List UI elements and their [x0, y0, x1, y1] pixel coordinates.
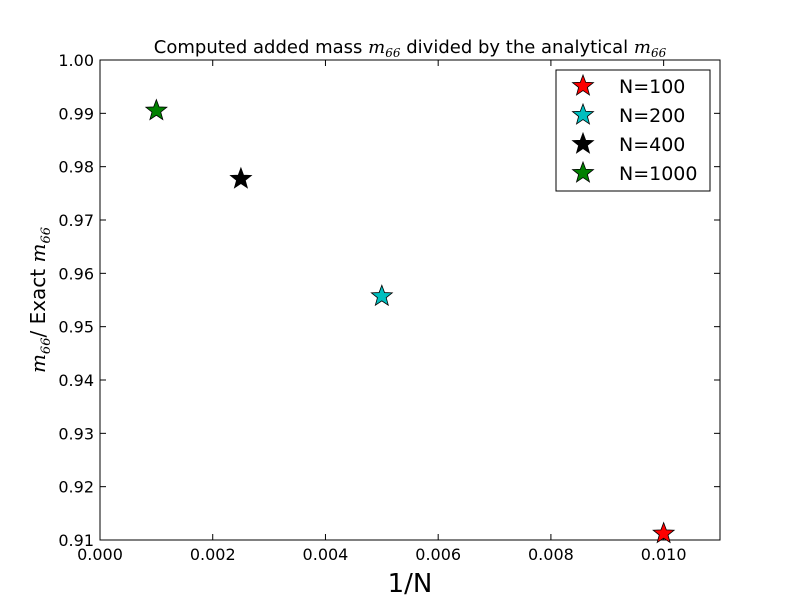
- data-point-n-100: [652, 521, 676, 544]
- legend-marker: [571, 131, 595, 154]
- y-tick-label: 0.95: [58, 318, 94, 337]
- data-points: [144, 98, 676, 544]
- y-tick-label: 0.98: [58, 158, 94, 177]
- y-tick-label: 0.91: [58, 531, 94, 550]
- x-tick-label: 0.010: [641, 545, 687, 564]
- data-point-n-1000: [144, 98, 168, 121]
- x-axis-label: 1/N: [388, 569, 433, 599]
- legend: N=100 N=200 N=400 N=1000: [555, 69, 711, 192]
- legend-label: N=200: [619, 105, 685, 127]
- chart-title: Computed added mass m66 divided by the a…: [154, 37, 667, 60]
- y-tick-label: 0.94: [58, 371, 94, 390]
- legend-marker: [571, 102, 595, 125]
- legend-marker: [571, 73, 595, 96]
- legend-label: N=400: [619, 134, 685, 156]
- x-tick-label: 0.006: [415, 545, 461, 564]
- data-point-n-200: [370, 284, 394, 307]
- x-tick-label: 0.000: [77, 545, 123, 564]
- y-axis-label: m66/ Exact m66: [26, 227, 54, 373]
- legend-marker: [571, 160, 595, 183]
- y-tick-label: 0.97: [58, 211, 94, 230]
- x-tick-label: 0.004: [303, 545, 349, 564]
- y-tick-label: 0.96: [58, 264, 94, 283]
- x-tick-label: 0.008: [528, 545, 574, 564]
- legend-label: N=100: [619, 76, 685, 98]
- y-tick-label: 1.00: [58, 51, 94, 70]
- plot-area-frame: [99, 59, 721, 541]
- y-axis: 0.91 0.92 0.93 0.94 0.95 0.96 0.97 0.98 0.99 1.00: [58, 51, 720, 550]
- x-tick-label: 0.002: [190, 545, 236, 564]
- y-tick-label: 0.92: [58, 478, 94, 497]
- data-point-n-400: [229, 166, 253, 189]
- y-tick-label: 0.93: [58, 424, 94, 443]
- x-axis: 0.000 0.002 0.004 0.006 0.008 0.010: [77, 60, 687, 564]
- y-tick-label: 0.99: [58, 104, 94, 123]
- legend-label: N=1000: [619, 163, 698, 185]
